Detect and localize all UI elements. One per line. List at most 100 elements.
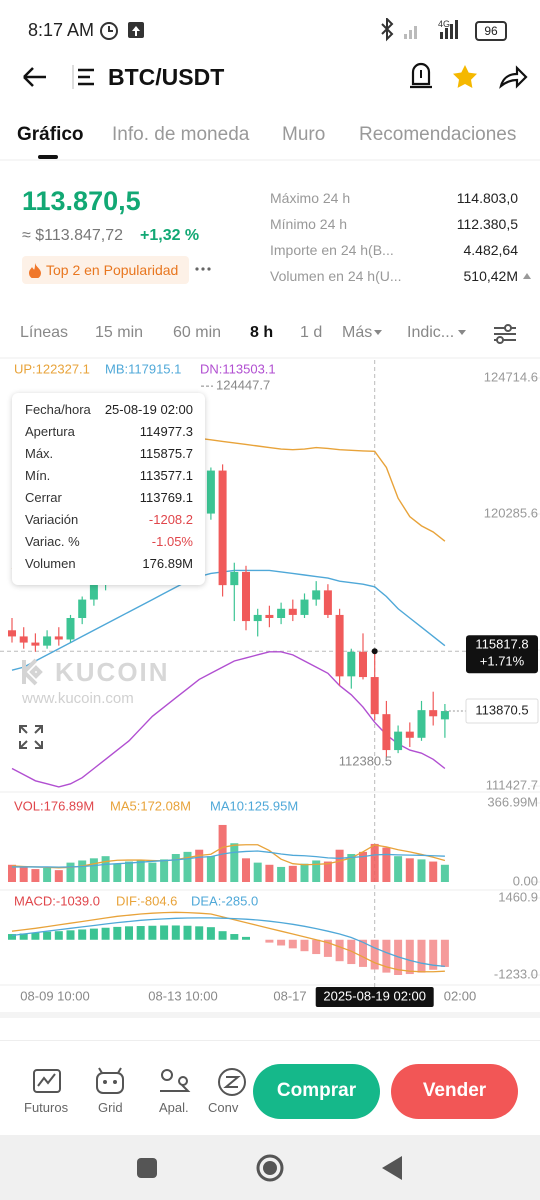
candle-body (335, 614, 344, 677)
y-tick-label: -1233.0 (494, 966, 538, 981)
macd-bar (312, 939, 321, 955)
last-price: 113.870,5 (22, 186, 141, 216)
candle-body (405, 731, 414, 738)
tab[interactable]: Gráfico (17, 124, 84, 145)
volume-bar (312, 860, 321, 882)
nav-label[interactable]: Grid (98, 1100, 123, 1115)
candle-body (382, 714, 391, 751)
stat-value: 510,42M (463, 268, 518, 284)
sell-button[interactable] (391, 1064, 518, 1119)
macd-bar (359, 939, 367, 967)
stat-label: Máximo 24 h (270, 190, 351, 206)
candle-body (323, 590, 332, 615)
system-buttons[interactable] (130, 1152, 410, 1184)
volume-bar (43, 868, 52, 882)
badge[interactable] (22, 256, 189, 284)
macd-bar (19, 933, 28, 940)
tooltip-label: Apertura (25, 424, 75, 439)
interval[interactable]: 15 min (95, 324, 144, 341)
candle-body (89, 584, 98, 600)
volume-bar (183, 851, 192, 882)
sell-label[interactable]: Vender (422, 1080, 487, 1101)
cross-change: +1.71% (480, 654, 525, 669)
volume-bar (440, 864, 449, 882)
candle-body (242, 571, 250, 622)
more[interactable] (195, 266, 211, 272)
tab[interactable]: Muro (282, 124, 326, 145)
volume-bar (300, 863, 309, 882)
interval[interactable]: 60 min (173, 324, 222, 341)
candle-body (359, 651, 367, 678)
stat-label: Importe en 24 h(B... (270, 242, 394, 258)
buy-button[interactable] (253, 1064, 380, 1119)
volume-bar (160, 859, 169, 882)
expand-icon[interactable] (18, 724, 44, 750)
indicator-line (11, 911, 445, 973)
stat-value: 114.803,0 (456, 190, 518, 206)
macd-bar (417, 939, 426, 973)
interval[interactable]: Indic... (407, 324, 455, 341)
volume-bar (31, 869, 40, 882)
macd-bar (370, 939, 379, 970)
interval[interactable]: Líneas (20, 324, 69, 341)
macd-bar (43, 931, 52, 940)
header-icons[interactable] (405, 62, 530, 92)
interval[interactable]: 1 d (300, 324, 323, 341)
macd-bar (440, 939, 449, 967)
tooltip-label: Mín. (25, 468, 51, 483)
candle-body (370, 677, 379, 715)
nav-label[interactable]: Apal. (159, 1100, 189, 1115)
candle-body (417, 710, 426, 738)
volume-bar (113, 863, 122, 882)
macd-bar (335, 939, 344, 962)
macd-bar (206, 927, 215, 940)
macd-bar (136, 926, 145, 940)
candle-body (66, 618, 75, 640)
candle-body (78, 599, 87, 618)
macd-bar (101, 927, 110, 940)
back-menu[interactable] (20, 62, 100, 92)
volume-bar (265, 864, 274, 882)
volume-bar (359, 851, 367, 882)
candle-body (300, 599, 309, 615)
tooltip-value: 114977.3 (139, 424, 193, 439)
y-tick-label: 124714.6 (484, 369, 538, 384)
indicator-line (11, 917, 445, 967)
tab[interactable]: Recomendaciones (359, 124, 517, 145)
macd-bar (160, 925, 169, 940)
stat-value: 112.380,5 (456, 216, 518, 232)
volume-bar (19, 866, 28, 882)
cross-tag (466, 635, 538, 674)
x-tick-label: 08-09 10:00 (20, 988, 89, 1003)
candle-body (54, 636, 63, 640)
macd-bar (113, 926, 122, 940)
tab[interactable]: Info. de moneda (112, 124, 250, 145)
interval[interactable]: 8 h (250, 324, 274, 341)
volume-bar (101, 856, 110, 882)
buy-label[interactable]: Comprar (276, 1080, 357, 1101)
y-tick-label: 366.99M (487, 794, 538, 809)
candle-body (230, 571, 239, 586)
macd-bar (429, 939, 438, 970)
y-tick-label: 111427.7 (486, 778, 538, 793)
tooltip-value: 25-08-19 02:00 (104, 402, 193, 417)
nav-label[interactable]: Conv (208, 1100, 239, 1115)
volume-bar (405, 858, 414, 882)
interval[interactable]: Más (342, 324, 373, 341)
settings-icon[interactable] (492, 322, 518, 346)
macd-legend: DEA:-285.0 (191, 893, 258, 908)
badge-text: Top 2 en Popularidad (46, 262, 179, 278)
pair-title: BTC/USDT (108, 64, 225, 90)
candle-body (312, 590, 321, 600)
volume-legend: VOL:176.89M (14, 798, 94, 813)
change: +1,32 % (140, 227, 200, 244)
nav-label[interactable]: Futuros (24, 1100, 69, 1115)
tooltip-label: Variación (25, 512, 79, 527)
tooltip-value: 176.89M (142, 556, 193, 571)
nav-icons[interactable] (30, 1067, 260, 1097)
band-legend: DN:113503.1 (200, 361, 276, 376)
volume-bar (66, 862, 75, 882)
candle-body (19, 636, 28, 643)
flame (29, 263, 41, 278)
macd-bar (78, 929, 87, 940)
